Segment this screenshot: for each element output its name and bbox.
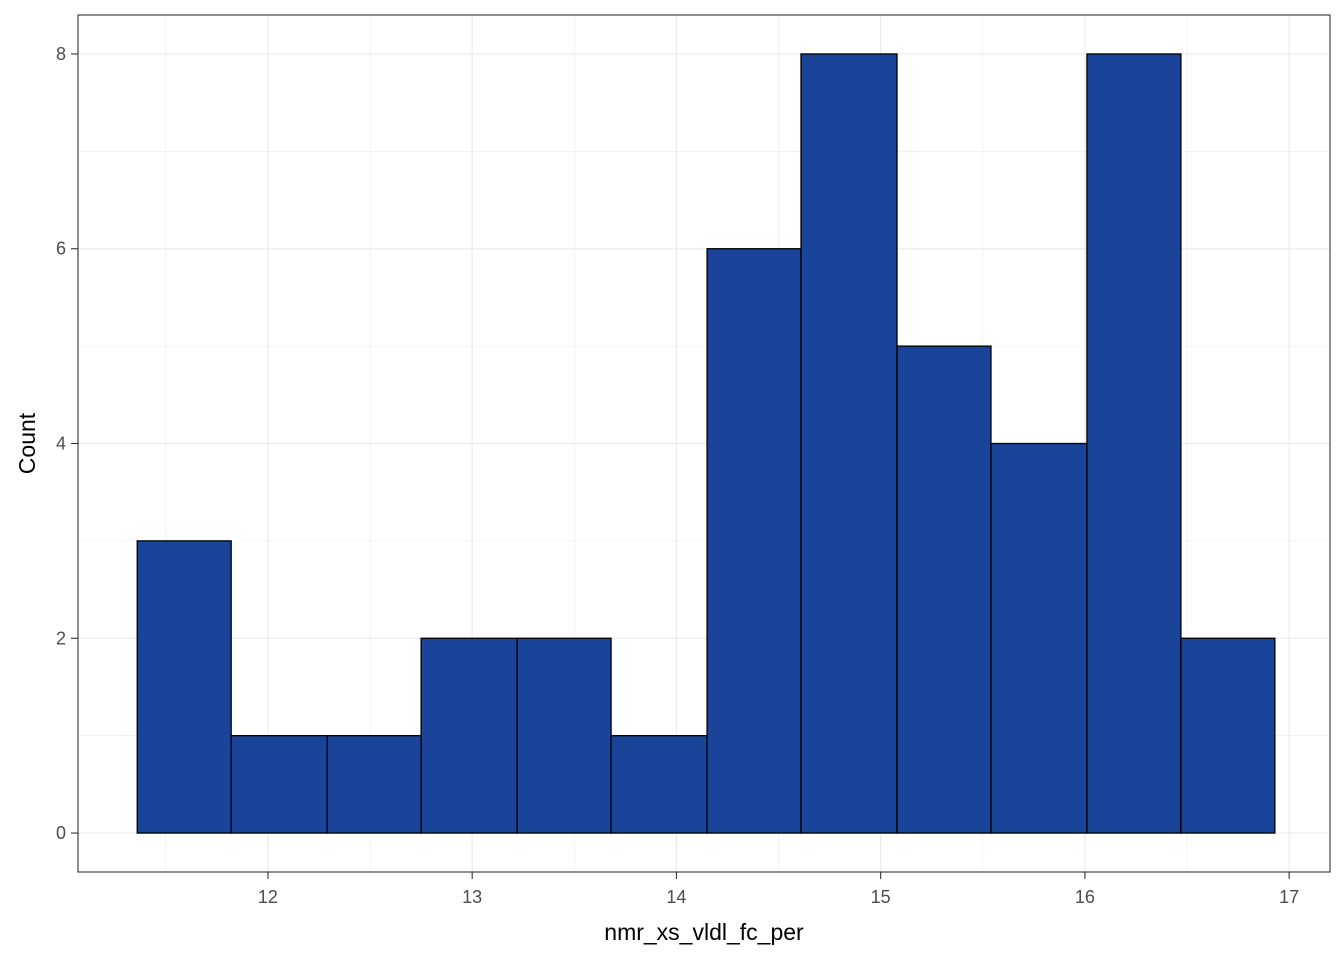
histogram-bar-6	[610, 735, 708, 834]
histogram-bar-10	[990, 442, 1088, 834]
y-tick-label: 8	[56, 44, 66, 64]
x-tick-label: 14	[666, 887, 686, 907]
histogram-bars	[136, 53, 1276, 834]
x-tick-label: 17	[1279, 887, 1299, 907]
x-axis: 12 13 14 15 16 17	[258, 872, 1299, 907]
x-tick-label: 13	[462, 887, 482, 907]
y-tick-label: 0	[56, 823, 66, 843]
y-tick-label: 4	[56, 434, 66, 454]
x-tick-label: 12	[258, 887, 278, 907]
y-tick-label: 2	[56, 628, 66, 648]
histogram-bar-8	[800, 53, 898, 834]
histogram-bar-7	[706, 248, 802, 834]
y-tick-label: 6	[56, 239, 66, 259]
x-axis-title: nmr_xs_vldl_fc_per	[604, 919, 804, 945]
x-tick-label: 15	[871, 887, 891, 907]
x-tick-label: 16	[1075, 887, 1095, 907]
histogram-bar-2	[230, 735, 328, 834]
histogram-bar-1	[136, 540, 232, 834]
histogram-bar-4	[420, 637, 518, 834]
histogram-bar-3	[326, 735, 422, 834]
y-axis-title: Count	[14, 412, 40, 474]
histogram-bar-9	[896, 345, 992, 834]
histogram-bar-11	[1086, 53, 1182, 834]
y-axis: 0 2 4 6 8	[56, 44, 78, 843]
histogram-bar-12	[1180, 637, 1276, 834]
histogram-bar-5	[516, 637, 612, 834]
